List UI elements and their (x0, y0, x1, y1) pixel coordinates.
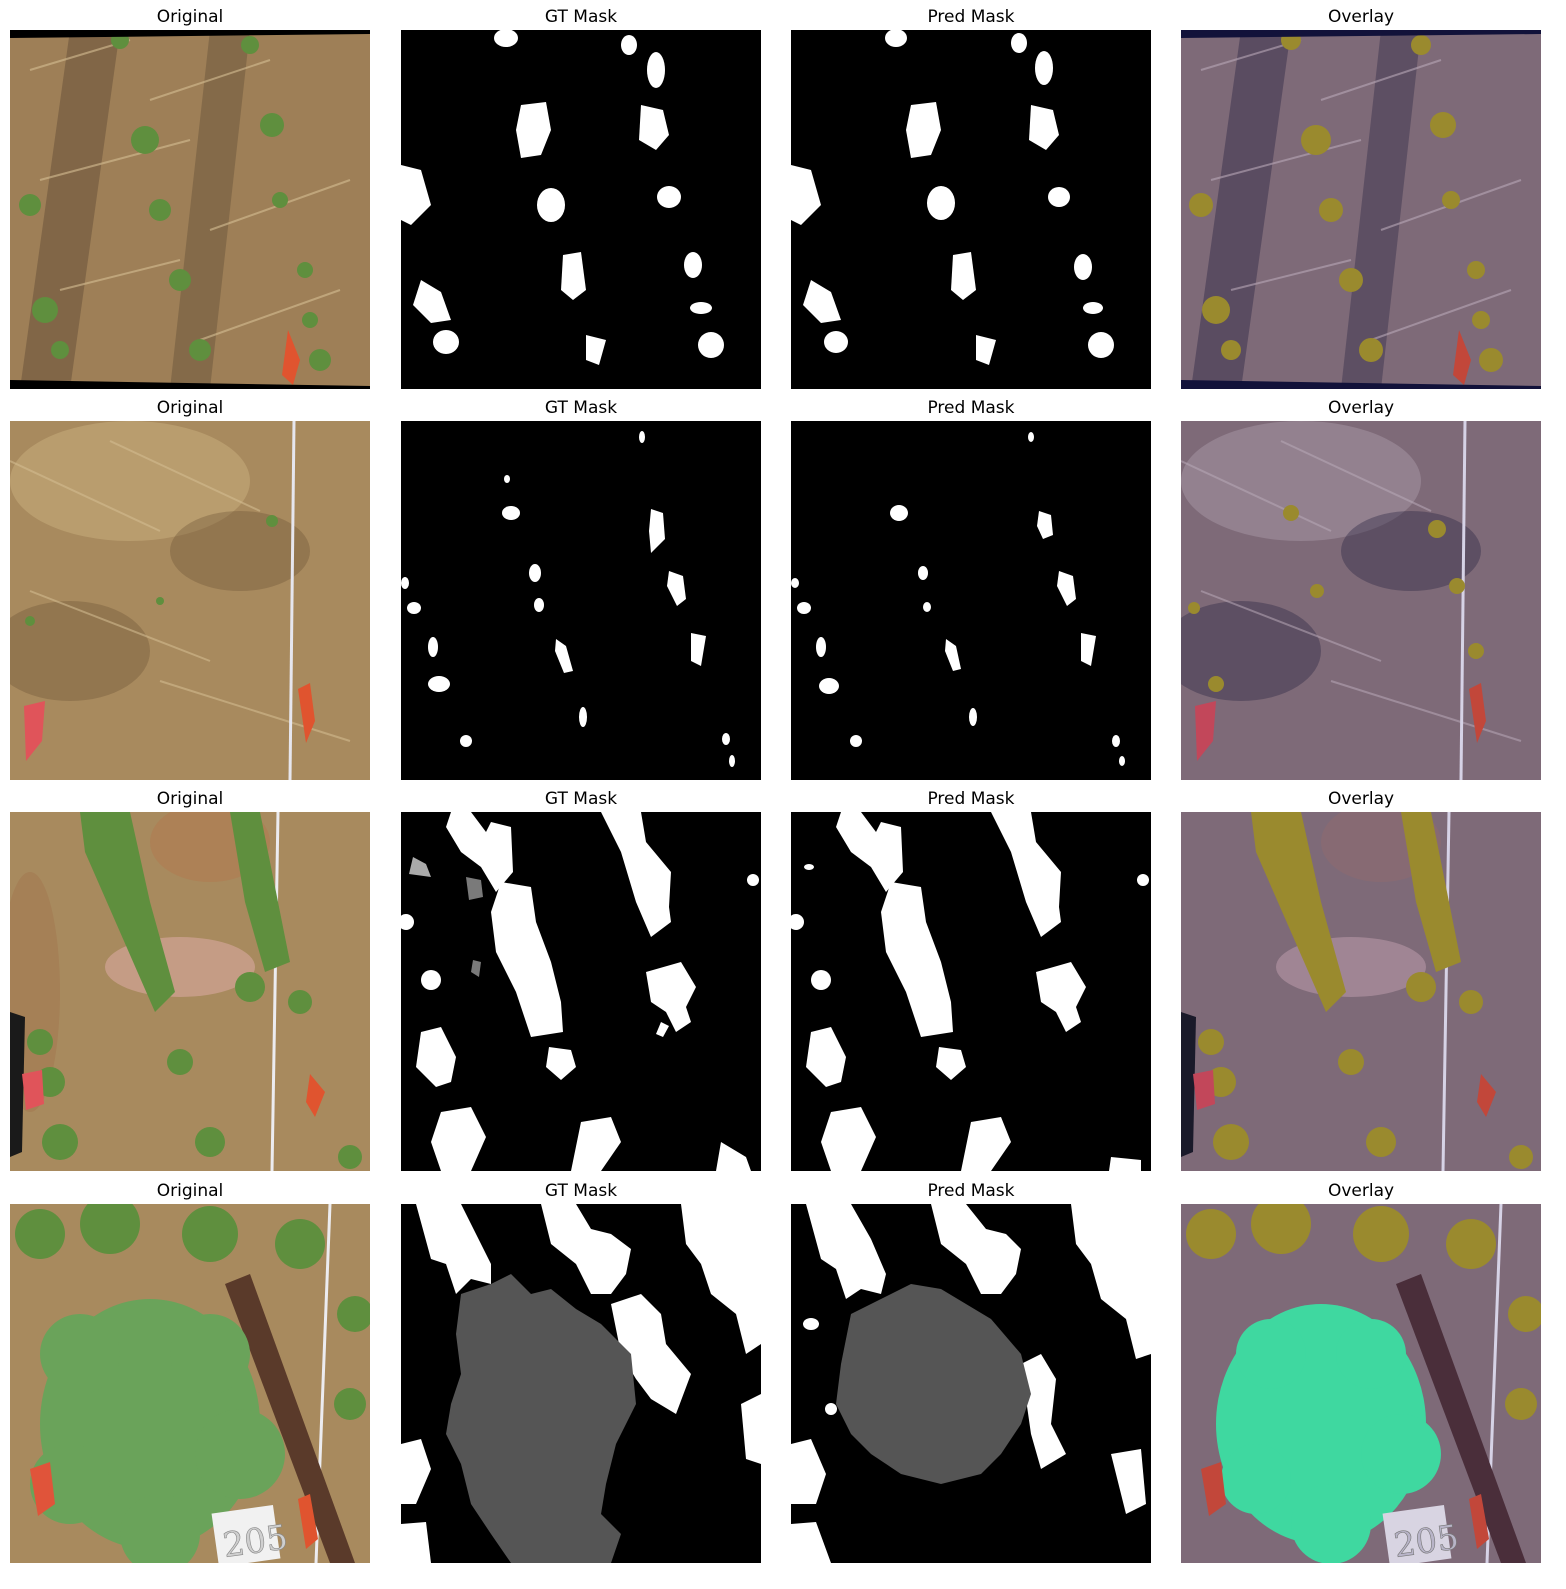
row3-original-image (10, 812, 370, 1171)
row4-gt-mask (401, 1204, 761, 1563)
row3-overlay-title: Overlay (1327, 789, 1395, 809)
row2-overlay-image (1181, 421, 1541, 780)
row1-gt-mask-title: GT Mask (544, 7, 618, 27)
svg-text:205: 205 (1391, 1517, 1461, 1563)
row2-original-title: Original (156, 398, 224, 418)
row4-original-image: 205 (10, 1204, 370, 1563)
row4-overlay-image: 205 (1181, 1204, 1541, 1563)
row2-original-image (10, 421, 370, 780)
row2-pred-mask (791, 421, 1151, 780)
row2-gt-mask-title: GT Mask (544, 398, 618, 418)
row4-plot-sign (211, 1504, 281, 1563)
row3-overlay-image (1181, 812, 1541, 1171)
row4-gt-mask-title: GT Mask (544, 1181, 618, 1201)
row1-overlay-title: Overlay (1327, 7, 1395, 27)
row3-gt-mask-title: GT Mask (544, 789, 618, 809)
row4-original-title: Original (156, 1181, 224, 1201)
row2-pred-mask-title: Pred Mask (927, 398, 1015, 418)
row4-pred-mask (791, 1204, 1151, 1563)
row4-overlay-plot-sign (1382, 1504, 1452, 1563)
row3-pred-mask (791, 812, 1151, 1171)
row3-gt-mask (401, 812, 761, 1171)
svg-text:205: 205 (220, 1517, 290, 1563)
row1-pred-mask (791, 30, 1151, 389)
row2-overlay-title: Overlay (1327, 398, 1395, 418)
row1-original-title: Original (156, 7, 224, 27)
row4-overlay-title: Overlay (1327, 1181, 1395, 1201)
row2-gt-mask (401, 421, 761, 780)
row1-pred-mask-title: Pred Mask (927, 7, 1015, 27)
row1-gt-mask (401, 30, 761, 389)
row3-original-title: Original (156, 789, 224, 809)
row1-overlay-image (1181, 30, 1541, 389)
row4-pred-mask-title: Pred Mask (927, 1181, 1015, 1201)
row3-pred-mask-title: Pred Mask (927, 789, 1015, 809)
row1-original-image (10, 30, 370, 389)
